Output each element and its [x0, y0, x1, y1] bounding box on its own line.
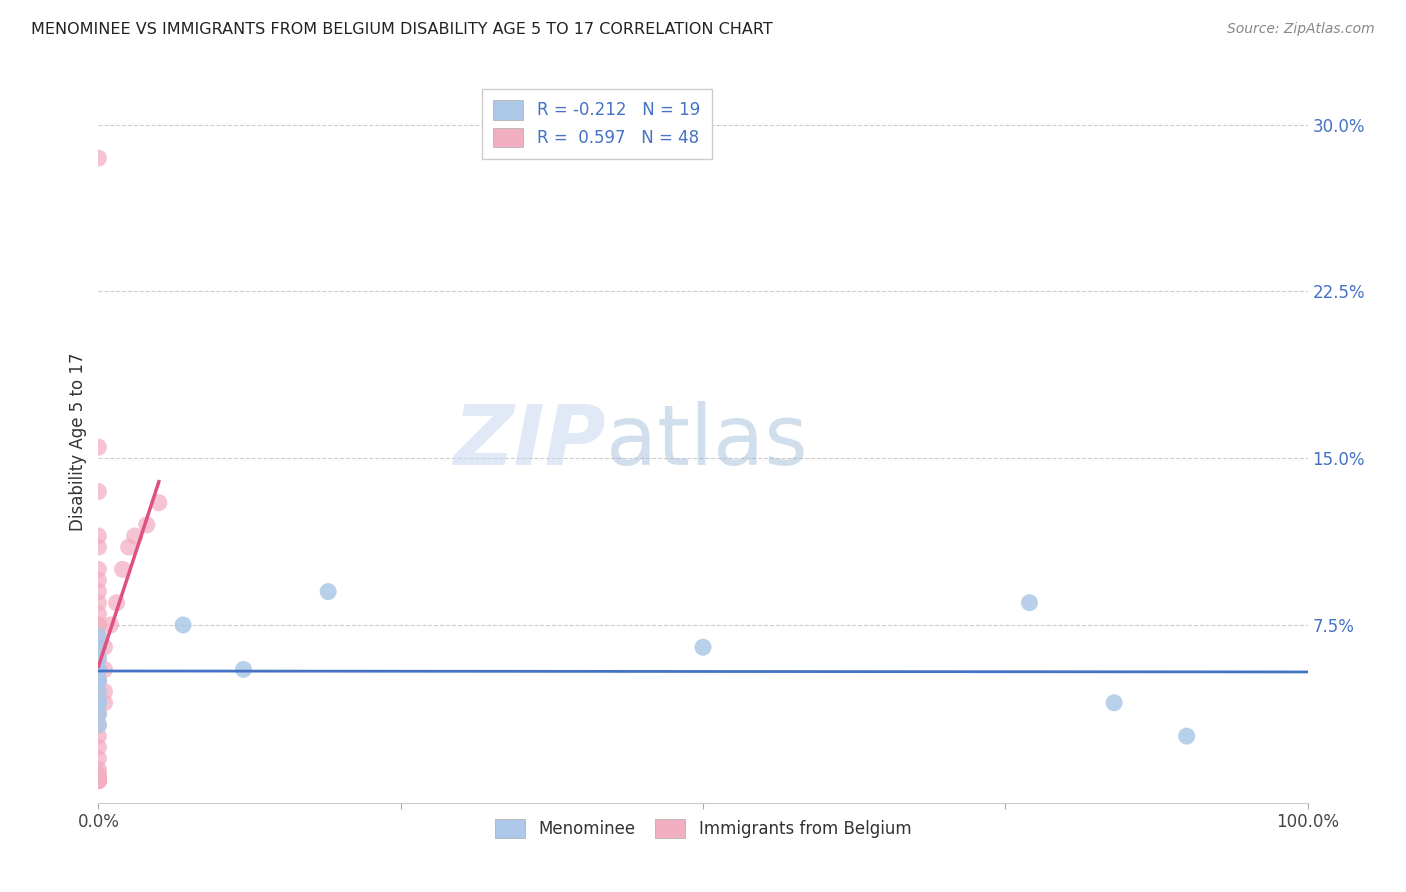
Point: [87, 574, 110, 588]
Point: [105, 596, 128, 610]
Point: [111, 562, 134, 576]
Point: [87, 673, 110, 688]
Y-axis label: Disability Age 5 to 17: Disability Age 5 to 17: [69, 352, 87, 531]
Text: ZIP: ZIP: [454, 401, 606, 482]
Point: [87, 629, 110, 643]
Point: [118, 540, 141, 554]
Point: [87, 773, 110, 788]
Point: [87, 706, 110, 721]
Point: [1175, 729, 1198, 743]
Point: [87, 773, 110, 788]
Text: atlas: atlas: [606, 401, 808, 482]
Point: [87, 718, 110, 732]
Point: [87, 440, 110, 454]
Point: [148, 496, 170, 510]
Point: [100, 618, 122, 632]
Point: [87, 772, 110, 786]
Point: [87, 662, 110, 676]
Point: [87, 763, 110, 777]
Point: [1018, 596, 1040, 610]
Point: [87, 607, 110, 621]
Point: [87, 696, 110, 710]
Point: [87, 751, 110, 765]
Point: [87, 684, 110, 698]
Point: [87, 618, 110, 632]
Point: [87, 772, 110, 786]
Point: [87, 767, 110, 781]
Point: [316, 584, 339, 599]
Point: [87, 484, 110, 499]
Point: [87, 718, 110, 732]
Point: [87, 696, 110, 710]
Point: [232, 662, 254, 676]
Point: [87, 684, 110, 698]
Point: [87, 773, 110, 788]
Legend: Menominee, Immigrants from Belgium: Menominee, Immigrants from Belgium: [486, 811, 920, 847]
Point: [87, 673, 110, 688]
Text: Source: ZipAtlas.com: Source: ZipAtlas.com: [1227, 22, 1375, 37]
Point: [87, 640, 110, 655]
Point: [87, 529, 110, 543]
Point: [87, 651, 110, 665]
Point: [87, 673, 110, 688]
Point: [87, 696, 110, 710]
Point: [87, 706, 110, 721]
Point: [93, 640, 115, 655]
Point: [87, 151, 110, 165]
Point: [692, 640, 714, 655]
Point: [87, 540, 110, 554]
Point: [87, 640, 110, 655]
Point: [124, 529, 146, 543]
Point: [87, 740, 110, 755]
Point: [1102, 696, 1125, 710]
Text: MENOMINEE VS IMMIGRANTS FROM BELGIUM DISABILITY AGE 5 TO 17 CORRELATION CHART: MENOMINEE VS IMMIGRANTS FROM BELGIUM DIS…: [31, 22, 773, 37]
Point: [87, 662, 110, 676]
Point: [93, 696, 115, 710]
Point: [87, 773, 110, 788]
Point: [93, 662, 115, 676]
Point: [87, 773, 110, 788]
Point: [172, 618, 194, 632]
Point: [87, 618, 110, 632]
Point: [87, 584, 110, 599]
Point: [87, 673, 110, 688]
Point: [87, 562, 110, 576]
Point: [87, 662, 110, 676]
Point: [87, 729, 110, 743]
Point: [87, 769, 110, 783]
Point: [87, 596, 110, 610]
Point: [87, 651, 110, 665]
Point: [87, 706, 110, 721]
Point: [87, 662, 110, 676]
Point: [135, 517, 157, 532]
Point: [93, 684, 115, 698]
Point: [87, 629, 110, 643]
